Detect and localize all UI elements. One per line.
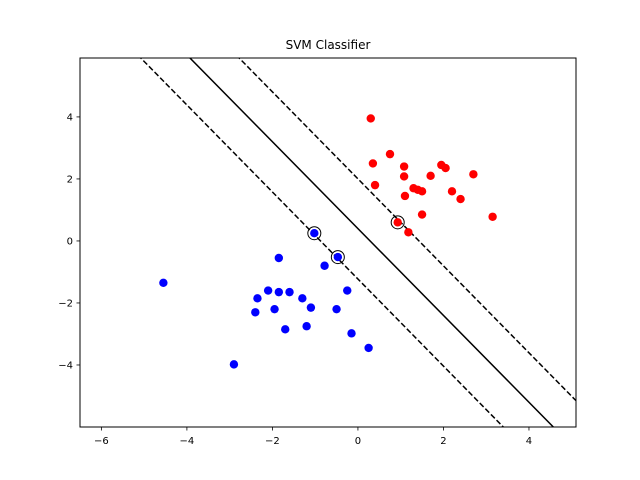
data-point-class-2 [285, 287, 294, 297]
support-vector-marker [390, 215, 405, 230]
data-point-class-2 [159, 278, 168, 288]
x-tick-label: 4 [526, 436, 532, 447]
y-tick-label: 0 [67, 236, 73, 247]
data-point-class-1 [399, 172, 409, 181]
data-point-class-2 [320, 261, 329, 270]
data-point-class-2 [274, 287, 284, 297]
data-point-class-2 [263, 286, 273, 295]
data-point-class-1 [400, 191, 410, 201]
x-tick-label: 0 [355, 436, 361, 447]
data-point-class-1 [417, 210, 427, 219]
data-point-class-2 [253, 294, 262, 303]
plot-area [139, 58, 576, 427]
data-point-class-2 [274, 253, 284, 263]
y-tick-label: 4 [67, 112, 73, 123]
y-tick-label: −4 [58, 360, 73, 371]
data-point-class-1 [456, 194, 465, 204]
data-point-class-2 [251, 308, 260, 317]
x-tick-label: −6 [94, 436, 109, 447]
x-tick-label: 2 [440, 436, 446, 447]
data-point-class-1 [370, 180, 380, 190]
data-point-class-2 [306, 303, 316, 312]
data-point-class-1 [366, 114, 375, 123]
support-vector-marker [330, 250, 345, 265]
data-point-class-1 [393, 218, 402, 227]
y-tick-label: −2 [58, 298, 73, 309]
data-point-class-1 [385, 149, 395, 159]
x-tick-label: −2 [265, 436, 280, 447]
data-point-class-1 [417, 187, 427, 196]
support-vector-marker [307, 226, 322, 241]
data-point-class-2 [343, 286, 352, 295]
plot-frame [79, 57, 577, 428]
x-tick-label: −4 [180, 436, 195, 447]
data-point-class-1 [488, 212, 497, 221]
data-point-class-1 [469, 170, 478, 179]
data-point-class-2 [332, 304, 341, 314]
data-point-class-2 [281, 325, 290, 334]
data-point-class-1 [368, 159, 378, 168]
data-point-class-2 [364, 343, 373, 353]
data-point-class-2 [302, 322, 311, 331]
data-point-class-1 [399, 162, 409, 171]
data-point-class-1 [447, 187, 457, 196]
data-point-class-2 [347, 329, 356, 338]
data-point-class-2 [310, 228, 319, 238]
data-point-class-1 [426, 171, 435, 181]
chart-title: SVM Classifier [286, 38, 371, 52]
data-point-class-1 [404, 228, 413, 237]
data-point-class-2 [229, 360, 239, 369]
y-tick-label: 2 [67, 174, 73, 185]
margin-line-lower [139, 58, 504, 427]
data-point-class-2 [298, 294, 307, 303]
margin-line-upper [238, 58, 576, 402]
data-point-class-2 [270, 304, 279, 314]
decision-boundary-line [188, 58, 554, 427]
data-point-class-1 [441, 163, 450, 173]
data-point-class-2 [333, 252, 343, 262]
axis-ticks: −6 −4 −2 0 2 4 −4 −2 0 2 4 [58, 112, 532, 447]
